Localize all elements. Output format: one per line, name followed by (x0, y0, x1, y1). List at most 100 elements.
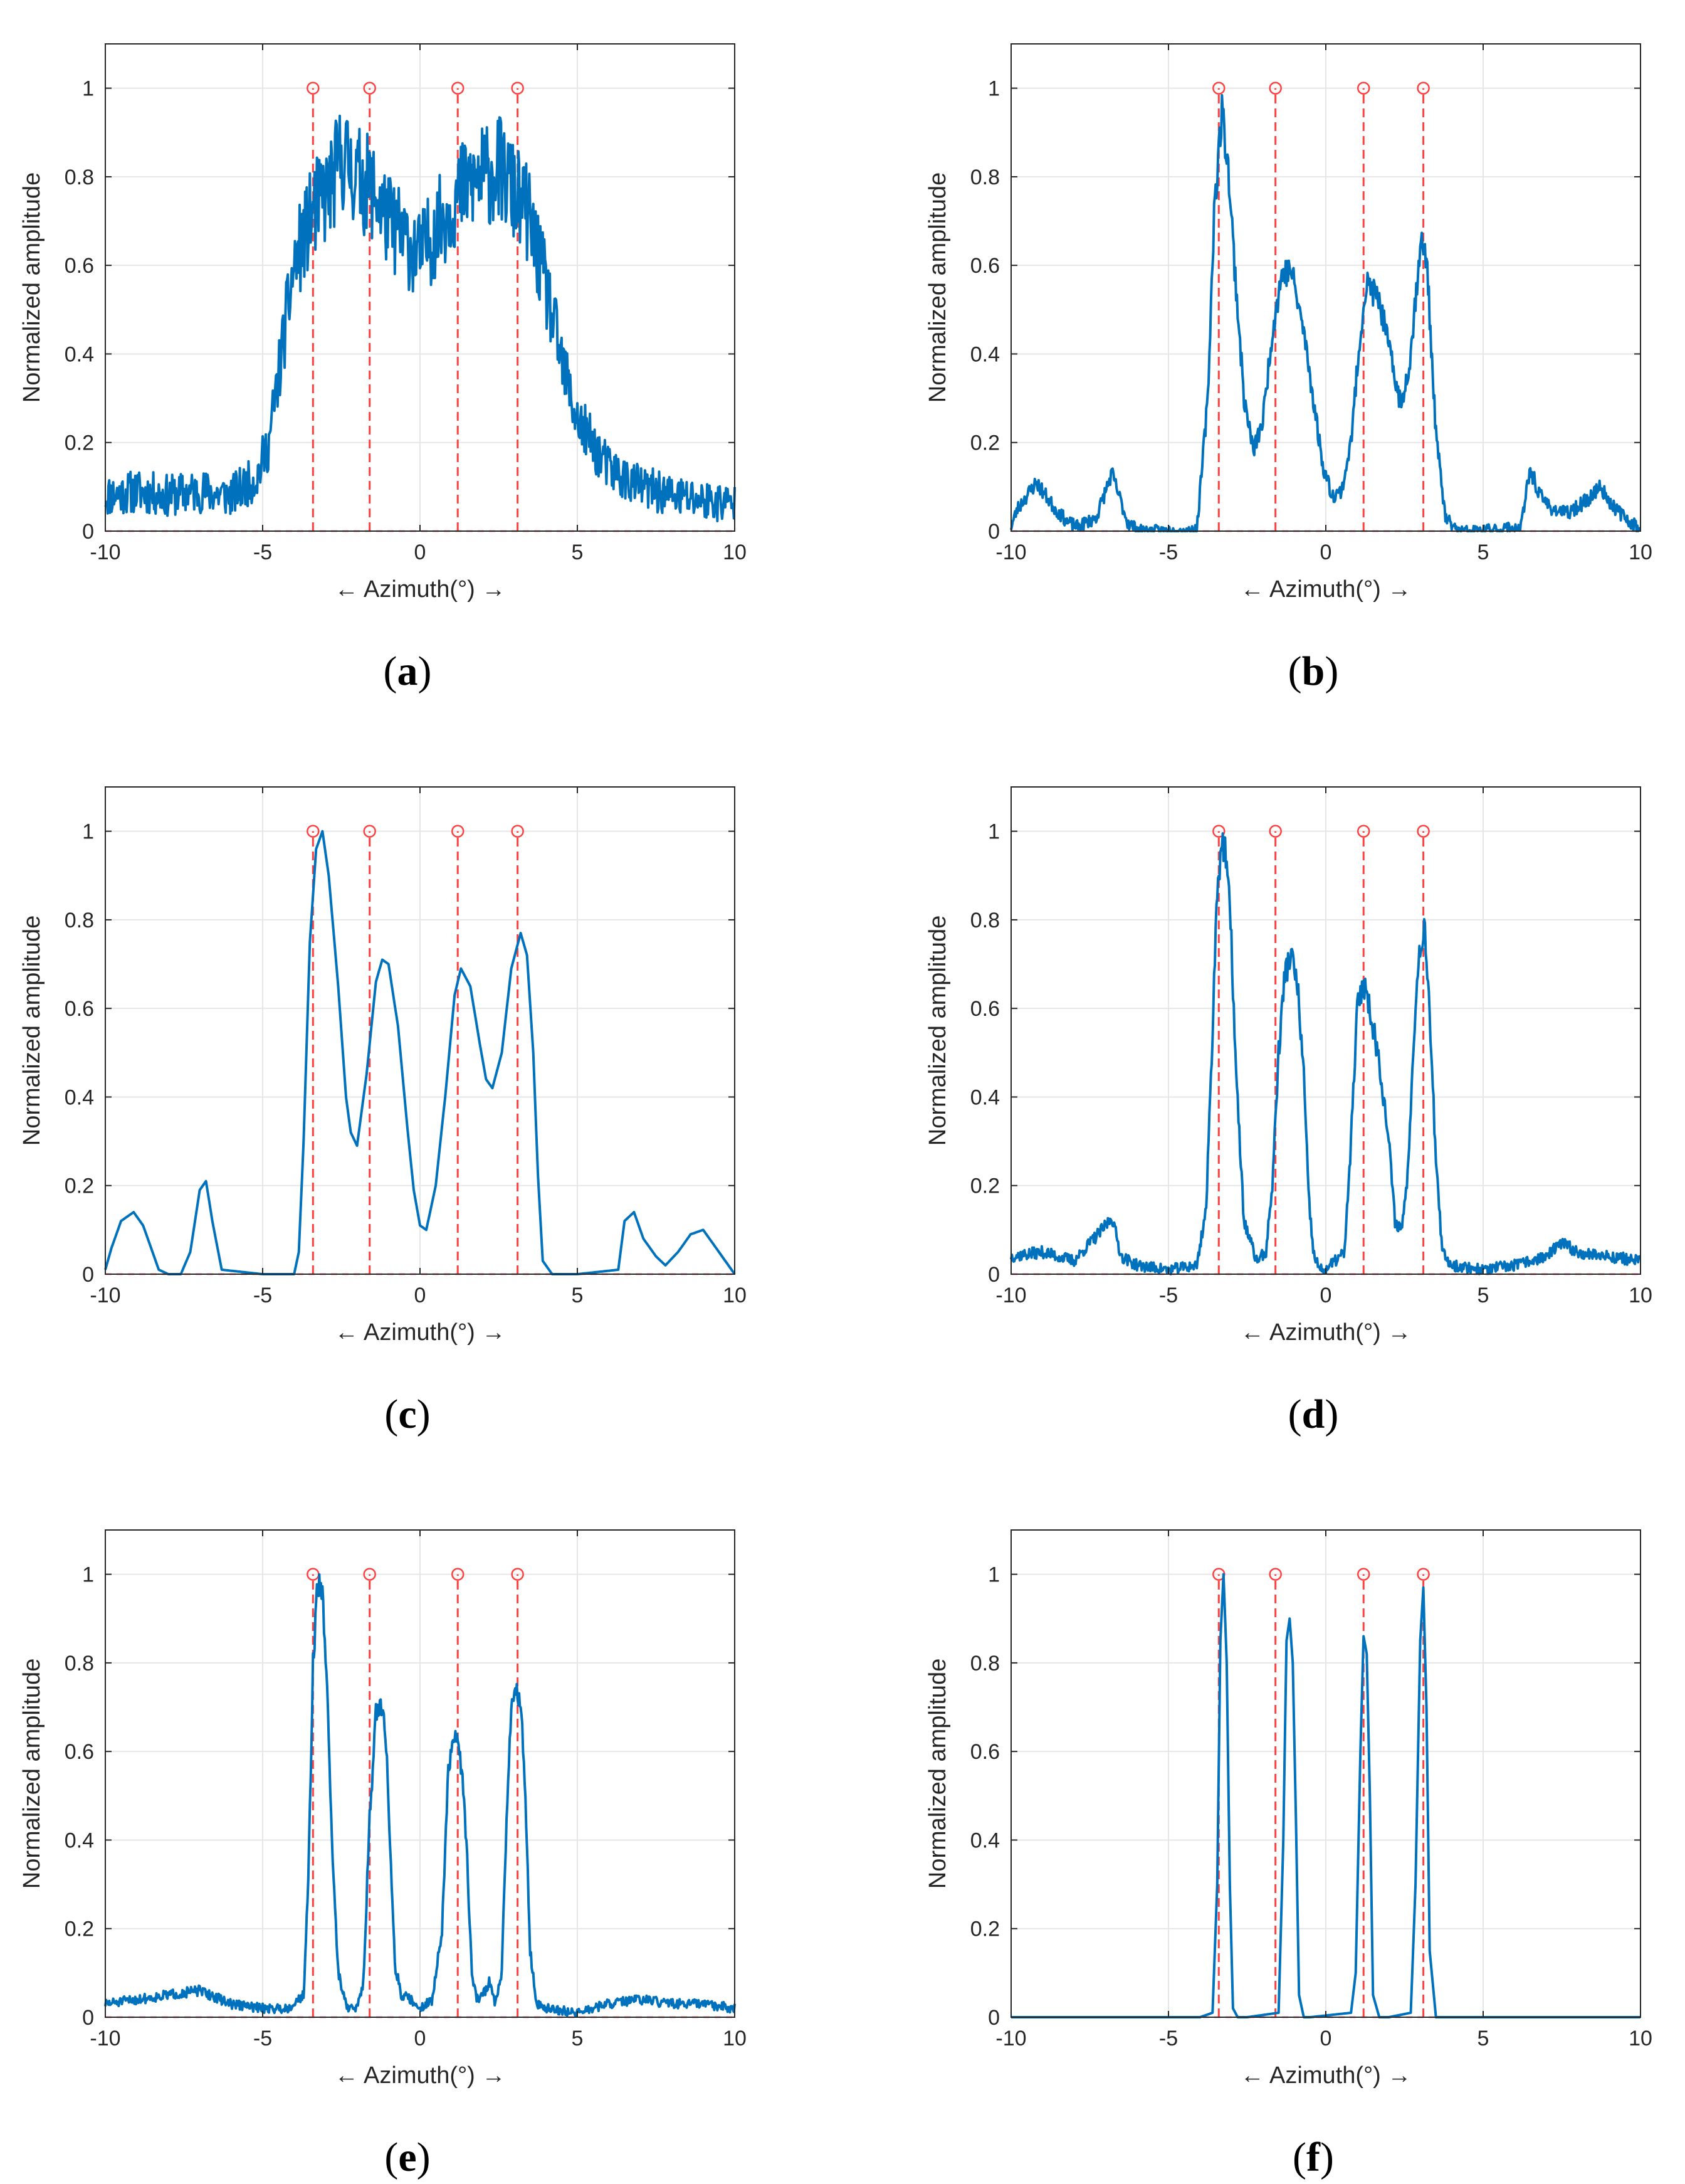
panel-c-ytick-label: 0.8 (65, 909, 94, 932)
panel-b-target-marker (1269, 82, 1282, 95)
panel-a-targets (105, 82, 735, 532)
panel-d-caption: (d) (1288, 1391, 1339, 1437)
panel-e-xlabel: ← Azimuth(°) → (335, 2062, 506, 2089)
panel-f-ytick-label: 0.8 (970, 1652, 1000, 1675)
panel-b-target-marker (1417, 82, 1430, 95)
panel-e-xtick-label: 0 (414, 2027, 426, 2050)
panel-b-ylabel: Normalized amplitude (925, 172, 951, 403)
panel-f-xtick-label: 5 (1478, 2027, 1489, 2050)
panel-d-ytick-label: 0.8 (970, 909, 1000, 932)
panel-f-xtick-label: 10 (1629, 2027, 1652, 2050)
panel-c: -10 -5 0 5 10 0 0.2 0.4 0.6 0.8 1 ← Azimuth(°) → Nor… (19, 786, 747, 1437)
panel-b-target-marker (1212, 82, 1226, 95)
panel-a-ytick-label: 0.6 (65, 254, 94, 278)
panel-f-xtick-label: -5 (1159, 2027, 1178, 2050)
panel-c-xtick-label: -10 (90, 1284, 120, 1307)
panel-a-ytick-label: 1 (82, 77, 94, 101)
panel-c-series-profile (104, 830, 736, 1275)
panel-a-xtick-label: 5 (572, 541, 584, 564)
panel-f-ytick-label: 0.6 (970, 1740, 1000, 1764)
panel-d-xtick-label: 10 (1629, 1284, 1652, 1307)
panel-d-target-marker (1269, 825, 1282, 838)
panel-d-xtick-label: 0 (1320, 1284, 1332, 1307)
panel-a-series-profile (104, 114, 736, 522)
panel-b-ytick-label: 0.6 (970, 254, 1000, 278)
panel-e-ytick-label: 0 (82, 2006, 94, 2030)
panel-e-ytick-label: 0.4 (65, 1828, 94, 1852)
panel-c-xlabel: ← Azimuth(°) → (335, 1319, 506, 1346)
panel-b-ytick-label: 0 (988, 520, 1000, 544)
panel-b-xtick-label: -5 (1159, 541, 1178, 564)
panel-c-xtick-label: 10 (723, 1284, 747, 1307)
panel-f-target-marker (1357, 1568, 1370, 1581)
panel-d-ytick-label: 0.6 (970, 997, 1000, 1021)
panel-a-target-marker (451, 82, 465, 95)
panel-b-ytick-label: 0.8 (970, 166, 1000, 189)
panel-b-ytick-label: 0.4 (970, 342, 1000, 366)
panel-b-xlabel: ← Azimuth(°) → (1241, 576, 1412, 603)
panel-d-xtick-label: 5 (1478, 1284, 1489, 1307)
panel-a: -10 -5 0 5 10 0 0.2 0.4 0.6 0.8 1 ← Azimuth(°) → Nor… (19, 43, 747, 694)
panel-e-ytick-label: 0.2 (65, 1918, 94, 1941)
panel-a-ytick-label: 0.2 (65, 431, 94, 455)
panel-e-target-marker (511, 1568, 524, 1581)
panel-a-xtick-label: -10 (90, 541, 120, 564)
panel-a-ytick-label: 0 (82, 520, 94, 544)
panel-b-xtick-label: 5 (1478, 541, 1489, 564)
panel-b-caption: (b) (1288, 648, 1339, 694)
panel-b-xtick-label: -10 (995, 541, 1026, 564)
panel-a-target-marker (511, 82, 524, 95)
panel-d-ylabel: Normalized amplitude (925, 915, 951, 1146)
panel-f-xlabel: ← Azimuth(°) → (1241, 2062, 1412, 2089)
panel-c-target-marker (307, 825, 320, 838)
panel-c-target-marker (511, 825, 524, 838)
panel-c-target-marker (451, 825, 465, 838)
panel-a-ylabel: Normalized amplitude (19, 172, 45, 403)
panel-c-xtick-label: -5 (253, 1284, 272, 1307)
panel-a-ytick-label: 0.8 (65, 166, 94, 189)
panel-f-ytick-label: 0.2 (970, 1918, 1000, 1941)
panel-c-ytick-label: 0 (82, 1263, 94, 1287)
panel-f-xtick-label: 0 (1320, 2027, 1332, 2050)
panel-c-ylabel: Normalized amplitude (19, 915, 45, 1146)
panel-c-ytick-label: 0.6 (65, 997, 94, 1021)
panel-d: -10 -5 0 5 10 0 0.2 0.4 0.6 0.8 1 ← Azimuth(°) → Nor… (925, 786, 1652, 1437)
panel-b-series-profile (1010, 93, 1641, 532)
panel-e-caption: (e) (384, 2134, 430, 2180)
panel-d-target-marker (1357, 825, 1370, 838)
panel-e-ytick-label: 0.6 (65, 1740, 94, 1764)
panel-b-ytick-label: 0.2 (970, 431, 1000, 455)
panel-b-target-marker (1357, 82, 1370, 95)
panel-c-xtick-label: 0 (414, 1284, 426, 1307)
panel-e: -10 -5 0 5 10 0 0.2 0.4 0.6 0.8 1 ← Azimuth(°) → Nor… (19, 1529, 747, 2180)
panel-b: -10 -5 0 5 10 0 0.2 0.4 0.6 0.8 1 ← Azimuth(°) → Nor… (925, 43, 1652, 694)
panel-e-xtick-label: 10 (723, 2027, 747, 2050)
panel-d-target-marker (1417, 825, 1430, 838)
panel-e-series-profile (104, 1573, 736, 2018)
panel-f-caption: (f) (1293, 2134, 1334, 2180)
panel-d-xlabel: ← Azimuth(°) → (1241, 1319, 1412, 1346)
panel-d-xtick-label: -10 (995, 1284, 1026, 1307)
panel-e-target-marker (451, 1568, 465, 1581)
panel-f-target-marker (1417, 1568, 1430, 1581)
panel-f-ytick-label: 0.4 (970, 1828, 1000, 1852)
panel-f-ytick-label: 1 (988, 1563, 1000, 1587)
panel-e-target-marker (363, 1568, 376, 1581)
panel-f-xtick-label: -10 (995, 2027, 1026, 2050)
panel-c-ytick-label: 0.4 (65, 1085, 94, 1109)
panel-c-ytick-label: 0.2 (65, 1174, 94, 1198)
panel-a-xtick-label: -5 (253, 541, 272, 564)
panel-b-xtick-label: 0 (1320, 541, 1332, 564)
panel-c-caption: (c) (384, 1391, 430, 1437)
panel-b-xtick-label: 10 (1629, 541, 1652, 564)
panel-d-ytick-label: 1 (988, 820, 1000, 844)
panel-f-ylabel: Normalized amplitude (925, 1659, 951, 1889)
panel-e-xtick-label: -5 (253, 2027, 272, 2050)
panel-d-ytick-label: 0.4 (970, 1085, 1000, 1109)
panel-d-target-marker (1212, 825, 1226, 838)
panel-a-caption: (a) (384, 648, 432, 694)
panel-d-ytick-label: 0 (988, 1263, 1000, 1287)
panel-e-ylabel: Normalized amplitude (19, 1659, 45, 1889)
panel-f: -10 -5 0 5 10 0 0.2 0.4 0.6 0.8 1 ← Azimuth(°) → Nor… (925, 1529, 1652, 2180)
